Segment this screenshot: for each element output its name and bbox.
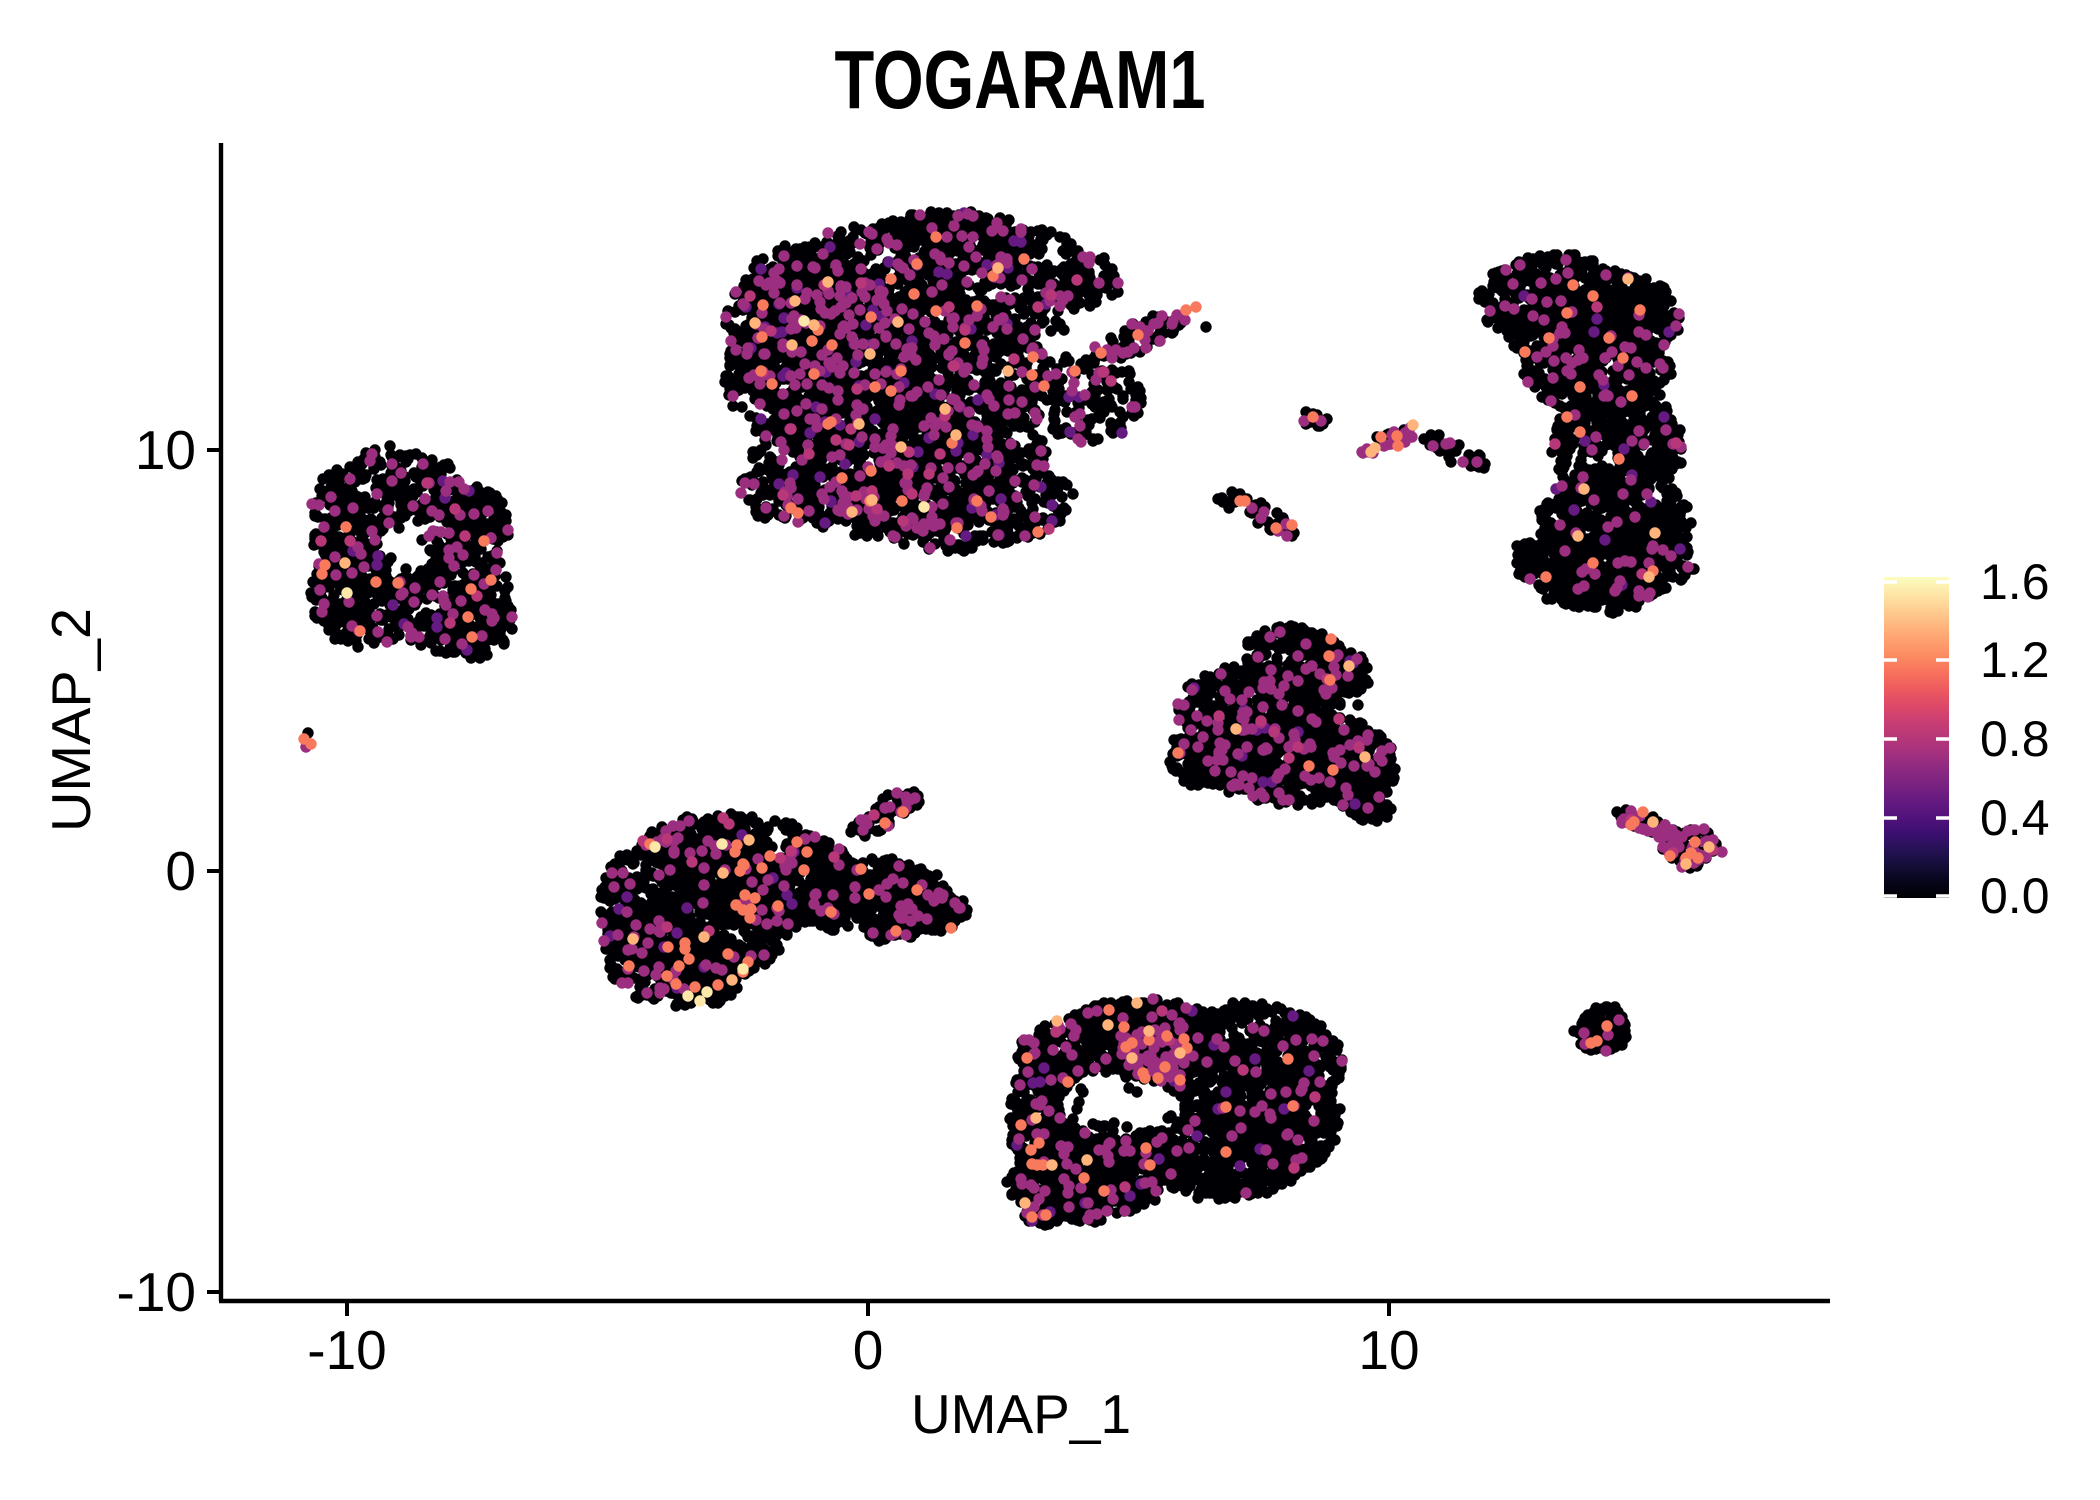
svg-text:TOGARAM1: TOGARAM1: [835, 33, 1206, 126]
svg-text:0: 0: [165, 840, 196, 902]
svg-text:UMAP_1: UMAP_1: [911, 1383, 1131, 1445]
svg-text:1.2: 1.2: [1980, 632, 2050, 688]
svg-text:10: 10: [1358, 1319, 1419, 1381]
svg-text:UMAP_2: UMAP_2: [40, 608, 102, 832]
svg-text:0: 0: [853, 1319, 884, 1381]
svg-text:1.6: 1.6: [1980, 554, 2050, 610]
svg-text:0.4: 0.4: [1980, 790, 2050, 846]
svg-text:-10: -10: [117, 1261, 197, 1323]
svg-text:-10: -10: [307, 1319, 387, 1381]
svg-text:10: 10: [135, 419, 196, 481]
svg-text:0.8: 0.8: [1980, 711, 2050, 767]
svg-text:0.0: 0.0: [1980, 868, 2050, 924]
